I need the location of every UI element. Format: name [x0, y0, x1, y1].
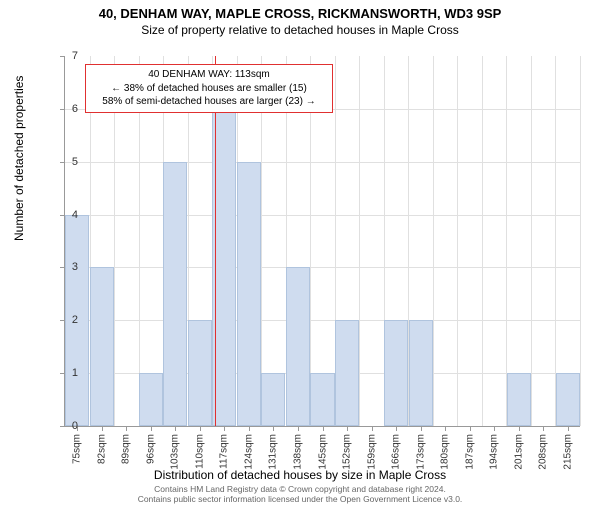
gridline-v — [457, 56, 458, 426]
histogram-bar — [237, 162, 261, 426]
histogram-bar — [90, 267, 114, 426]
xtick-label: 145sqm — [317, 434, 328, 470]
xtick-label: 103sqm — [170, 434, 181, 470]
xtick-mark — [249, 426, 250, 431]
annotation-line: ← 38% of detached houses are smaller (15… — [92, 82, 326, 96]
gridline-h — [65, 215, 580, 216]
xtick-mark — [445, 426, 446, 431]
histogram-bar — [507, 373, 531, 426]
attribution-footer: Contains HM Land Registry data © Crown c… — [0, 484, 600, 504]
xtick-mark — [494, 426, 495, 431]
xtick-label: 89sqm — [121, 434, 132, 464]
histogram-bar — [163, 162, 187, 426]
gridline-v — [359, 56, 360, 426]
ytick-label: 2 — [58, 314, 78, 326]
x-axis-label: Distribution of detached houses by size … — [0, 468, 600, 482]
chart-area: 75sqm82sqm89sqm96sqm103sqm110sqm117sqm12… — [65, 56, 580, 426]
histogram-bar — [556, 373, 580, 426]
xtick-label: 208sqm — [538, 434, 549, 470]
gridline-v — [506, 56, 507, 426]
chart-title-sub: Size of property relative to detached ho… — [0, 23, 600, 37]
xtick-label: 117sqm — [219, 434, 230, 469]
xtick-label: 180sqm — [440, 434, 451, 470]
histogram-bar — [384, 320, 408, 426]
xtick-mark — [519, 426, 520, 431]
gridline-v — [433, 56, 434, 426]
histogram-bar — [286, 267, 310, 426]
histogram-bar — [335, 320, 359, 426]
footer-line-1: Contains HM Land Registry data © Crown c… — [0, 484, 600, 494]
xtick-label: 187sqm — [464, 434, 475, 470]
xtick-mark — [421, 426, 422, 431]
gridline-h — [65, 162, 580, 163]
ytick-label: 6 — [58, 103, 78, 115]
xtick-mark — [298, 426, 299, 431]
xtick-label: 110sqm — [194, 434, 205, 469]
xtick-mark — [102, 426, 103, 431]
y-axis-label: Number of detached properties — [12, 76, 26, 241]
xtick-mark — [396, 426, 397, 431]
xtick-mark — [126, 426, 127, 431]
xtick-mark — [273, 426, 274, 431]
ytick-label: 1 — [58, 367, 78, 379]
xtick-mark — [470, 426, 471, 431]
histogram-bar — [188, 320, 212, 426]
xtick-mark — [151, 426, 152, 431]
gridline-v — [555, 56, 556, 426]
xtick-label: 124sqm — [243, 434, 254, 470]
ytick-label: 0 — [58, 420, 78, 432]
gridline-v — [482, 56, 483, 426]
gridline-v — [531, 56, 532, 426]
xtick-mark — [372, 426, 373, 431]
annotation-box: 40 DENHAM WAY: 113sqm← 38% of detached h… — [85, 64, 333, 113]
xtick-label: 194sqm — [489, 434, 500, 470]
gridline-h — [65, 320, 580, 321]
ytick-label: 3 — [58, 261, 78, 273]
annotation-line: 58% of semi-detached houses are larger (… — [92, 95, 326, 109]
xtick-label: 96sqm — [145, 434, 156, 464]
ytick-label: 7 — [58, 50, 78, 62]
histogram-bar — [261, 373, 285, 426]
xtick-label: 152sqm — [342, 434, 353, 470]
annotation-line: 40 DENHAM WAY: 113sqm — [92, 68, 326, 82]
plot-region: 75sqm82sqm89sqm96sqm103sqm110sqm117sqm12… — [65, 56, 580, 426]
chart-title-main: 40, DENHAM WAY, MAPLE CROSS, RICKMANSWOR… — [0, 6, 600, 21]
histogram-bar — [139, 373, 163, 426]
xtick-label: 215sqm — [562, 434, 573, 470]
xtick-mark — [568, 426, 569, 431]
histogram-bar — [409, 320, 433, 426]
xtick-label: 82sqm — [96, 434, 107, 464]
gridline-v — [580, 56, 581, 426]
xtick-mark — [323, 426, 324, 431]
xtick-label: 75sqm — [72, 434, 83, 464]
xtick-label: 138sqm — [292, 434, 303, 470]
xtick-mark — [543, 426, 544, 431]
xtick-label: 201sqm — [513, 434, 524, 470]
xtick-label: 131sqm — [268, 434, 279, 470]
xtick-mark — [175, 426, 176, 431]
ytick-label: 5 — [58, 156, 78, 168]
xtick-label: 159sqm — [366, 434, 377, 470]
xtick-mark — [347, 426, 348, 431]
gridline-h — [65, 267, 580, 268]
xtick-label: 166sqm — [391, 434, 402, 470]
histogram-bar — [310, 373, 334, 426]
xtick-mark — [200, 426, 201, 431]
footer-line-2: Contains public sector information licen… — [0, 494, 600, 504]
xtick-label: 173sqm — [415, 434, 426, 470]
ytick-label: 4 — [58, 209, 78, 221]
xtick-mark — [224, 426, 225, 431]
